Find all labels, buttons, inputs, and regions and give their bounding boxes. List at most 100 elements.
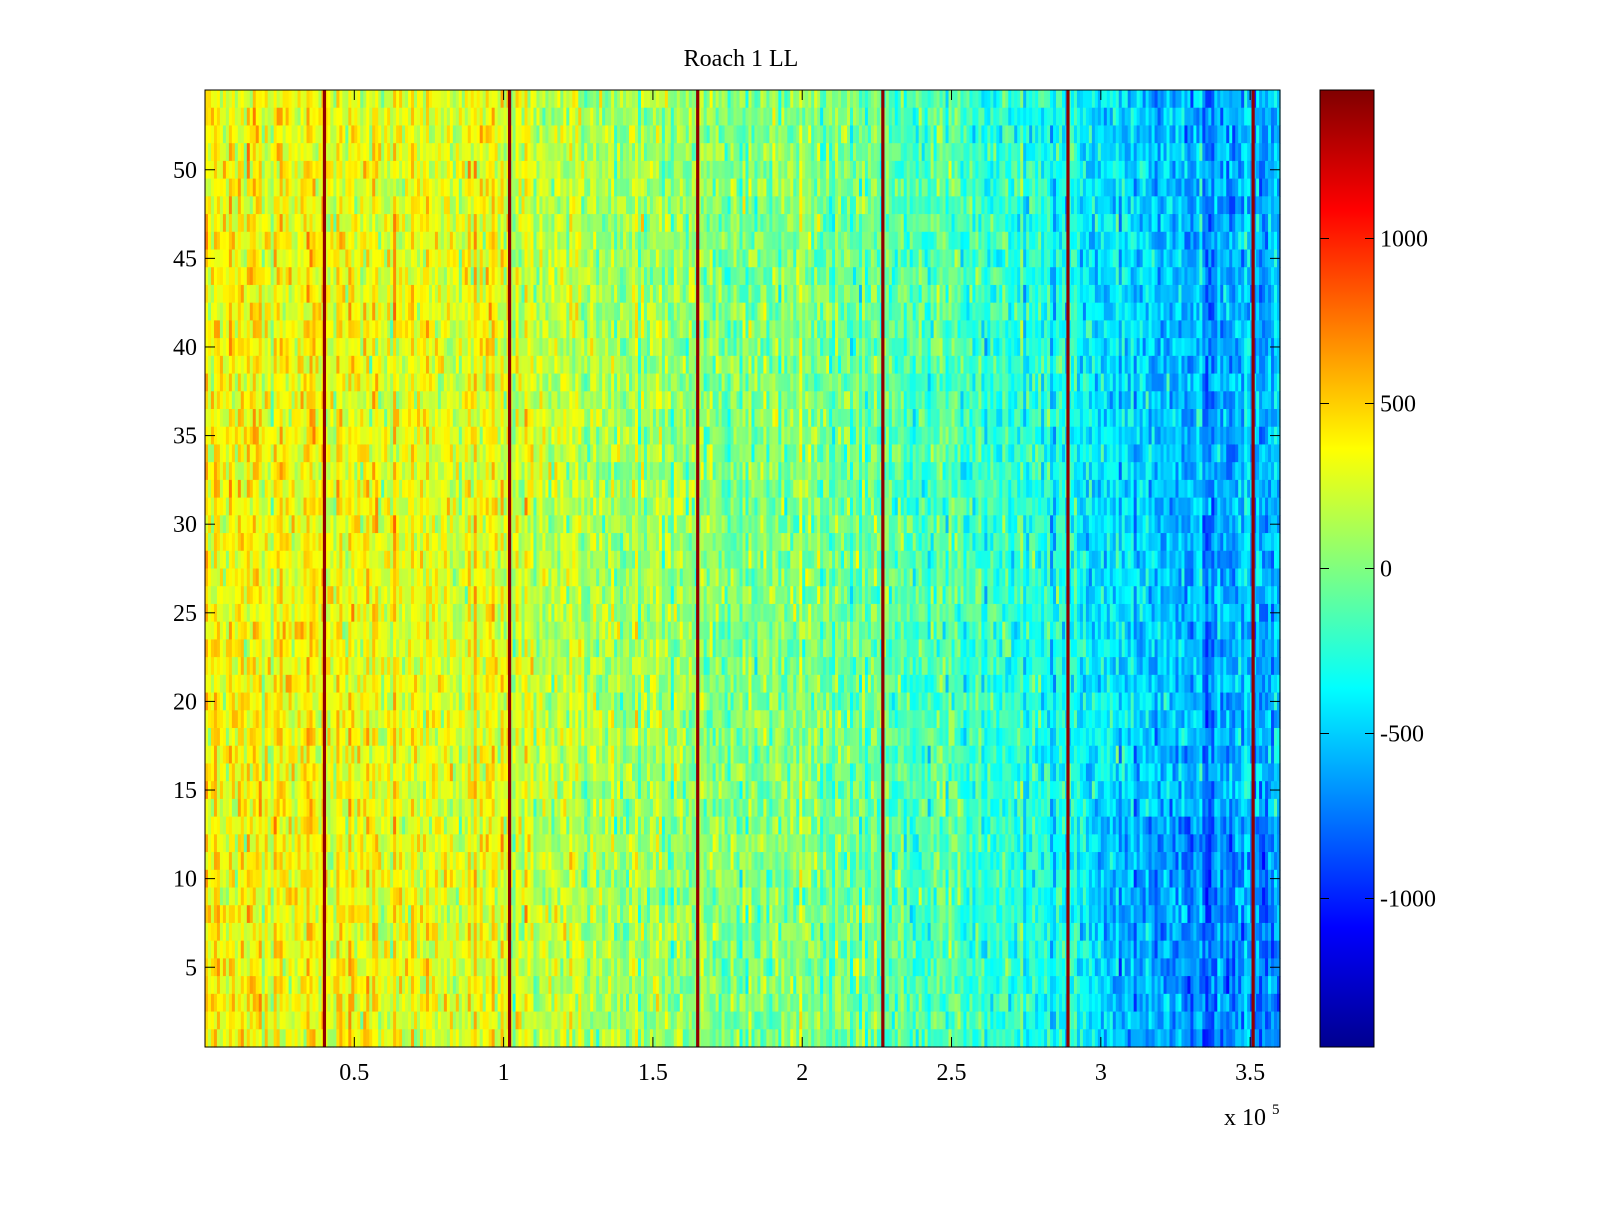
heatmap-cell — [234, 249, 239, 268]
heatmap-cell — [282, 763, 287, 782]
heatmap-cell — [249, 852, 254, 871]
heatmap-cell — [246, 550, 251, 570]
heatmap-cell — [228, 816, 233, 835]
heatmap-cell — [306, 444, 311, 463]
heatmap-cell — [205, 550, 209, 570]
heatmap-cell — [279, 515, 284, 534]
heatmap-cell — [240, 603, 245, 623]
heatmap-cell — [318, 603, 323, 623]
heatmap-cell — [294, 479, 299, 499]
heatmap-cell — [219, 338, 224, 357]
heatmap-cell — [273, 107, 278, 127]
heatmap-cell — [270, 284, 275, 304]
heatmap-cell — [300, 196, 305, 215]
heatmap-cell — [213, 993, 218, 1013]
heatmap-cell — [276, 816, 281, 835]
heatmap-cell — [309, 993, 314, 1013]
heatmap-cell — [228, 639, 233, 658]
heatmap-cell — [315, 905, 320, 924]
heatmap-cell — [264, 267, 269, 286]
heatmap-cell — [222, 479, 227, 499]
heatmap-cell — [222, 143, 227, 162]
heatmap-cell — [306, 338, 311, 357]
heatmap-cell — [205, 816, 209, 835]
heatmap-cell — [336, 338, 340, 357]
heatmap-cell — [273, 391, 278, 410]
heatmap-cell — [231, 373, 236, 392]
heatmap-cell — [225, 515, 230, 534]
heatmap-cell — [213, 267, 218, 286]
heatmap-cell — [234, 657, 239, 676]
heatmap-cell — [297, 444, 302, 463]
heatmap-cell — [246, 869, 251, 889]
heatmap-cell — [285, 958, 290, 977]
heatmap-cell — [216, 338, 221, 357]
heatmap-cell — [234, 107, 239, 127]
heatmap-cell — [318, 763, 323, 782]
heatmap-cell — [294, 869, 299, 889]
heatmap-cell — [279, 196, 284, 215]
heatmap-cell — [330, 107, 335, 127]
heatmap-cell — [240, 550, 245, 570]
heatmap-cell — [324, 993, 329, 1013]
heatmap-cell — [303, 90, 308, 109]
heatmap-cell — [252, 745, 257, 765]
heatmap-cell — [282, 497, 287, 516]
heatmap-cell — [258, 781, 263, 800]
heatmap-cell — [228, 798, 233, 818]
heatmap-cell — [267, 1011, 272, 1030]
heatmap-cell — [222, 568, 227, 587]
heatmap-cell — [285, 302, 290, 321]
heatmap-cell — [255, 284, 260, 304]
heatmap-cell — [231, 1029, 236, 1048]
heatmap-cell — [318, 267, 323, 286]
heatmap-cell — [270, 231, 275, 251]
heatmap-cell — [309, 178, 314, 197]
heatmap-cell — [297, 745, 302, 765]
heatmap-cell — [258, 249, 263, 268]
heatmap-cell — [315, 302, 320, 321]
heatmap-cell — [324, 249, 329, 268]
heatmap-cell — [330, 231, 335, 251]
heatmap-cell — [234, 993, 239, 1013]
heatmap-cell — [243, 515, 248, 534]
heatmap-cell — [210, 763, 215, 782]
heatmap-cell — [285, 745, 290, 765]
heatmap-cell — [222, 976, 227, 995]
heatmap-cell — [213, 196, 218, 215]
heatmap-cell — [261, 426, 266, 446]
heatmap-cell — [243, 568, 248, 587]
heatmap-cell — [213, 178, 218, 197]
heatmap-cell — [243, 798, 248, 818]
heatmap-cell — [318, 231, 323, 251]
heatmap-cell — [243, 107, 248, 127]
heatmap-cell — [228, 373, 233, 392]
heatmap-cell — [243, 586, 248, 605]
heatmap-cell — [333, 107, 337, 127]
heatmap-cell — [240, 763, 245, 782]
heatmap-cell — [234, 1029, 239, 1048]
heatmap-cell — [249, 781, 254, 800]
heatmap-cell — [318, 125, 323, 144]
heatmap-cell — [327, 373, 332, 392]
heatmap-cell — [234, 674, 239, 694]
heatmap-cell — [213, 320, 218, 339]
heatmap-cell — [327, 763, 332, 782]
heatmap-cell — [228, 160, 233, 180]
heatmap-cell — [273, 869, 278, 889]
heatmap-cell — [207, 497, 212, 516]
heatmap-cell — [279, 550, 284, 570]
heatmap-cell — [246, 710, 251, 729]
heatmap-cell — [288, 391, 293, 410]
heatmap-cell — [273, 603, 278, 623]
heatmap-cell — [273, 852, 278, 871]
heatmap-cell — [267, 905, 272, 924]
heatmap-cell — [252, 657, 257, 676]
heatmap-cell — [315, 745, 320, 765]
heatmap-cell — [243, 320, 248, 339]
heatmap-cell — [291, 728, 296, 747]
heatmap-cell — [288, 160, 293, 180]
heatmap-cell — [312, 887, 317, 906]
heatmap-cell — [285, 603, 290, 623]
heatmap-cell — [243, 834, 248, 853]
